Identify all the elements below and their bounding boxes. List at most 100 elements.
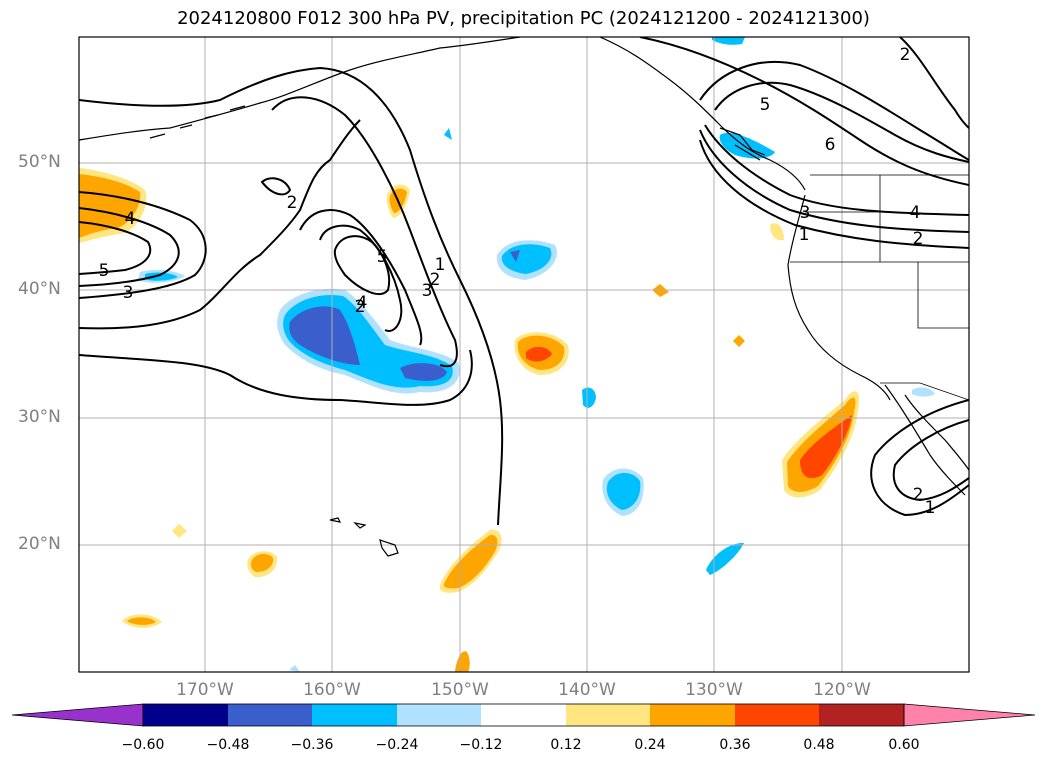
colorbar-segment — [566, 704, 650, 726]
pv-contour-west — [79, 191, 207, 299]
hawaii-islands — [329, 517, 399, 557]
contour-label: 3 — [123, 283, 134, 303]
lat-label: 40°N — [18, 279, 61, 299]
precip-neg-area — [712, 37, 745, 45]
colorbar-segment — [819, 704, 904, 726]
precip-neg-area — [582, 387, 596, 408]
aleutian-islands — [149, 105, 246, 139]
pv-contour-2 — [271, 96, 458, 368]
precip-pos-area — [733, 335, 745, 347]
coastlines — [79, 37, 969, 557]
colorbar-arrow-left — [11, 703, 144, 727]
contour-label: 2 — [913, 229, 924, 249]
colorbar-segment — [481, 704, 566, 726]
pv-contour-east — [899, 37, 969, 129]
contour-label: 5 — [377, 247, 388, 267]
lat-label: 30°N — [18, 407, 61, 427]
colorbar-tick-label: −0.48 — [206, 737, 250, 753]
colorbar-tick-label: 0.24 — [634, 737, 666, 753]
contour-label: 1 — [435, 255, 446, 275]
us-west-coast — [787, 194, 891, 401]
graticule — [79, 37, 969, 672]
pv-contour-east — [699, 60, 969, 161]
pv-contour-east — [699, 139, 969, 249]
contour-label: 4 — [357, 293, 368, 313]
precip-neg-area — [719, 132, 775, 159]
contour-label: 5 — [760, 95, 771, 115]
contour-label: 4 — [910, 203, 921, 223]
pv-contour-east — [639, 37, 969, 186]
colorbar-tick-label: 0.36 — [719, 737, 751, 753]
colorbar-tick-label: 0.60 — [888, 737, 920, 753]
precip-neg-area — [444, 128, 452, 140]
colorbar-segment — [735, 704, 819, 726]
lon-label: 170°W — [176, 680, 234, 700]
alaska-coast — [79, 37, 521, 141]
pv-contour-2 — [260, 177, 292, 196]
pv-contour-east — [714, 81, 969, 163]
map-title: 2024120800 F012 300 hPa PV, precipitatio… — [177, 8, 870, 29]
precip-strong-neg-area — [400, 363, 447, 381]
lat-label: 20°N — [18, 534, 61, 554]
contour-label: 2 — [913, 485, 924, 505]
pv-contour-east — [704, 124, 969, 216]
pv-contour-west — [79, 221, 152, 275]
precip-neg-area — [289, 665, 300, 672]
contour-label: 2 — [355, 297, 366, 317]
lon-label: 120°W — [813, 680, 871, 700]
precip-pos-area — [127, 617, 156, 625]
colorbar-tick-label: 0.12 — [550, 737, 582, 753]
pv-contour-west — [79, 207, 180, 287]
precip-pos-area — [443, 534, 498, 589]
precip-pos-area — [172, 524, 187, 538]
colorbar-segment — [312, 704, 397, 726]
colorbar-tick-label: −0.24 — [375, 737, 419, 753]
precip-pos-area — [79, 174, 141, 238]
colorbar-arrow-right — [903, 703, 1036, 727]
colorbar — [11, 703, 1036, 727]
pv-contour-se — [892, 419, 969, 502]
gulf-california-coast — [904, 394, 969, 471]
precip-neg-area — [145, 272, 178, 281]
bc-islands — [719, 127, 766, 161]
pv-contour-se — [870, 399, 969, 517]
pv-contour-1 — [79, 119, 361, 330]
contour-label: 3 — [422, 281, 433, 301]
baja-peninsula — [884, 384, 966, 496]
contour-label: 2 — [430, 270, 441, 290]
precip-pos-area — [770, 223, 784, 241]
lon-label: 130°W — [685, 680, 743, 700]
contour-label-group: 2 4 5 3 2 5 4 1 2 3 5 6 2 4 3 1 2 2 1 — [99, 45, 936, 518]
colorbar-tick-label: 0.48 — [803, 737, 835, 753]
precip-shading — [79, 37, 935, 672]
lon-label: 150°W — [431, 680, 489, 700]
contour-label: 5 — [99, 261, 110, 281]
pv-contour-1 — [79, 66, 504, 526]
contour-label: 2 — [900, 45, 911, 65]
pv-contour-3 — [299, 209, 423, 346]
contour-label: 2 — [287, 193, 298, 213]
contour-label: 6 — [825, 135, 836, 155]
contour-label: 3 — [800, 203, 811, 223]
colorbar-border — [142, 703, 905, 727]
lat-label: 50°N — [18, 152, 61, 172]
contour-label: 1 — [925, 498, 936, 518]
precip-strong-pos-area — [800, 415, 852, 479]
precip-neg-area — [912, 387, 935, 397]
contour-label: 4 — [125, 209, 136, 229]
colorbar-tick-label: −0.60 — [121, 737, 165, 753]
precip-pos-area — [251, 554, 274, 572]
contour-label: 1 — [799, 225, 810, 245]
colorbar-segment — [650, 704, 735, 726]
precip-neg-area — [706, 542, 744, 575]
precip-strong-neg-area — [289, 306, 360, 365]
precip-neg-area — [606, 472, 641, 510]
map-border — [78, 36, 970, 673]
precip-strong-neg-area — [510, 250, 520, 262]
us-mexico-border — [880, 382, 969, 401]
precip-strong-pos-area — [526, 346, 552, 362]
pv-contours — [79, 37, 969, 526]
pv-contour-2 — [79, 349, 473, 406]
colorbar-segment — [228, 704, 312, 726]
